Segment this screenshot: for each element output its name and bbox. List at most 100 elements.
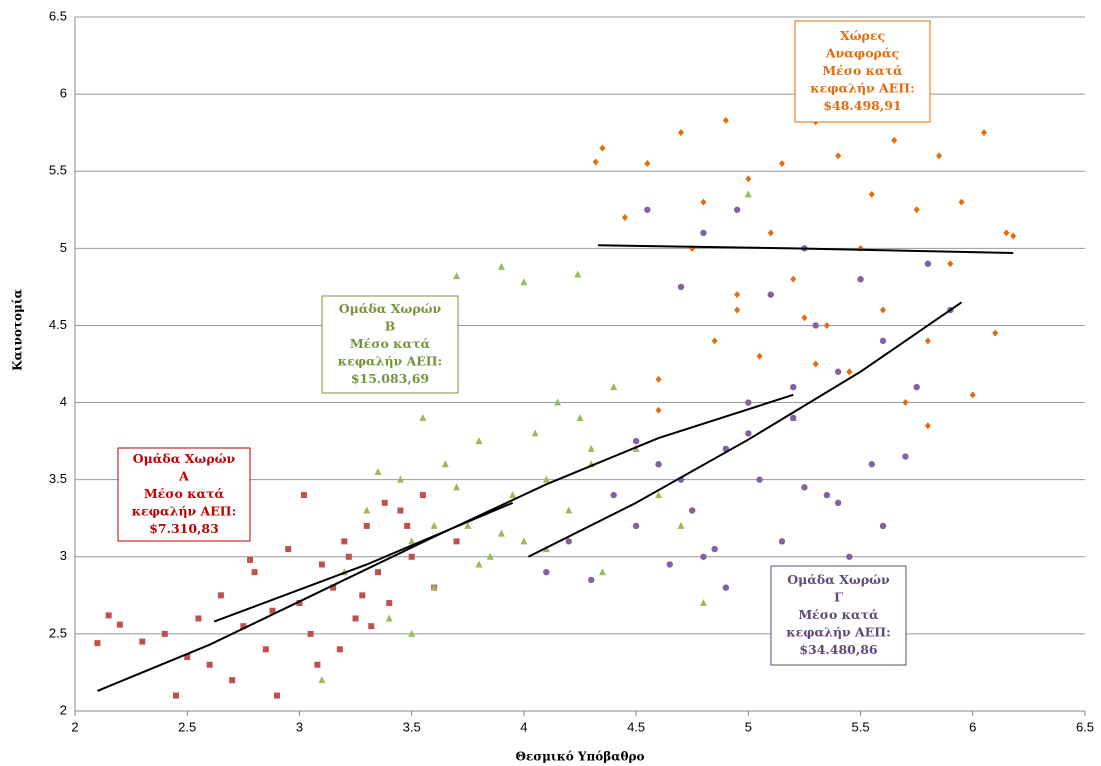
annotation-text: Β bbox=[385, 319, 396, 334]
annotation-text: Ομάδα Χωρών bbox=[787, 572, 890, 587]
point bbox=[419, 492, 426, 499]
point bbox=[857, 275, 864, 283]
point bbox=[497, 529, 505, 537]
point bbox=[475, 560, 483, 568]
point bbox=[1010, 232, 1017, 240]
point bbox=[554, 398, 562, 406]
point bbox=[700, 229, 707, 237]
point bbox=[314, 661, 321, 668]
point bbox=[610, 383, 618, 391]
point bbox=[307, 630, 314, 637]
point bbox=[453, 483, 461, 491]
point bbox=[509, 491, 517, 499]
point bbox=[269, 607, 276, 614]
point bbox=[621, 213, 628, 221]
point bbox=[913, 206, 920, 214]
point bbox=[767, 229, 774, 237]
annotation-text: Α bbox=[178, 469, 189, 484]
point bbox=[385, 614, 393, 622]
point bbox=[666, 561, 673, 568]
point bbox=[868, 461, 875, 468]
point bbox=[318, 676, 326, 684]
point bbox=[336, 646, 343, 653]
point bbox=[891, 136, 898, 144]
point bbox=[846, 368, 853, 376]
y-tick-label: 2 bbox=[60, 702, 67, 717]
point bbox=[359, 592, 366, 599]
y-tick-label: 3 bbox=[60, 548, 67, 563]
point bbox=[486, 552, 494, 560]
point bbox=[655, 375, 662, 383]
point bbox=[408, 553, 415, 560]
point bbox=[341, 538, 348, 545]
point bbox=[924, 422, 931, 430]
point bbox=[274, 692, 280, 699]
point bbox=[374, 467, 382, 475]
annotation-text: κεφαλήν ΑΕΠ: bbox=[786, 625, 890, 640]
x-tick-label: 2.5 bbox=[178, 719, 196, 734]
x-tick-label: 4.5 bbox=[627, 719, 645, 734]
point bbox=[520, 537, 528, 545]
annotation-text: Μέσο κατά bbox=[822, 63, 903, 78]
annotation-text: Μέσο κατά bbox=[798, 607, 879, 622]
y-tick-label: 6 bbox=[60, 86, 67, 101]
point bbox=[475, 437, 483, 445]
point bbox=[247, 556, 254, 563]
annotation-box bbox=[770, 565, 907, 666]
point bbox=[430, 521, 438, 529]
annotation: Ομάδα Χωρών Γ Μέσο κατά κεφαλήν ΑΕΠ: $34.480… bbox=[770, 565, 907, 666]
annotation-text: Ομάδα Χωρών bbox=[133, 451, 236, 466]
y-tick-label: 4.5 bbox=[49, 317, 67, 332]
point bbox=[756, 352, 763, 360]
point bbox=[655, 406, 662, 414]
point bbox=[363, 522, 370, 529]
point bbox=[756, 476, 763, 483]
point bbox=[396, 475, 404, 483]
x-tick-label: 6 bbox=[969, 719, 976, 734]
point bbox=[587, 444, 595, 452]
point bbox=[801, 484, 808, 491]
point bbox=[779, 160, 785, 168]
point bbox=[599, 144, 606, 152]
point bbox=[801, 314, 808, 322]
x-tick-label: 6.5 bbox=[1076, 719, 1094, 734]
trendline bbox=[97, 393, 794, 692]
point bbox=[677, 283, 685, 291]
point bbox=[173, 692, 179, 699]
point bbox=[352, 615, 359, 622]
point bbox=[453, 272, 461, 280]
point bbox=[981, 129, 987, 137]
point bbox=[262, 646, 269, 653]
point bbox=[408, 537, 416, 545]
point bbox=[936, 152, 943, 160]
y-tick-label: 4 bbox=[60, 394, 67, 409]
point bbox=[161, 630, 168, 637]
annotation-text: Μέσο κατά bbox=[144, 486, 225, 501]
point bbox=[542, 475, 550, 483]
y-axis-title: Καινοτομία bbox=[11, 289, 25, 371]
point bbox=[543, 569, 550, 576]
point bbox=[520, 278, 528, 286]
point bbox=[576, 413, 584, 421]
y-tick-label: 5.5 bbox=[49, 163, 67, 178]
point bbox=[345, 553, 352, 560]
point bbox=[386, 600, 393, 607]
x-tick-label: 5 bbox=[745, 719, 752, 734]
point bbox=[778, 538, 786, 545]
annotation-text: Χώρες bbox=[840, 28, 885, 43]
point bbox=[879, 337, 887, 345]
trendline bbox=[213, 501, 514, 623]
point bbox=[381, 499, 388, 506]
point bbox=[419, 413, 427, 421]
point bbox=[644, 206, 651, 213]
point bbox=[790, 414, 797, 422]
point bbox=[598, 568, 606, 576]
point bbox=[880, 306, 886, 314]
point bbox=[689, 507, 696, 514]
point bbox=[206, 661, 213, 668]
point bbox=[678, 129, 684, 137]
point bbox=[116, 621, 123, 628]
point bbox=[913, 383, 920, 391]
point bbox=[734, 291, 741, 299]
point bbox=[790, 275, 797, 283]
